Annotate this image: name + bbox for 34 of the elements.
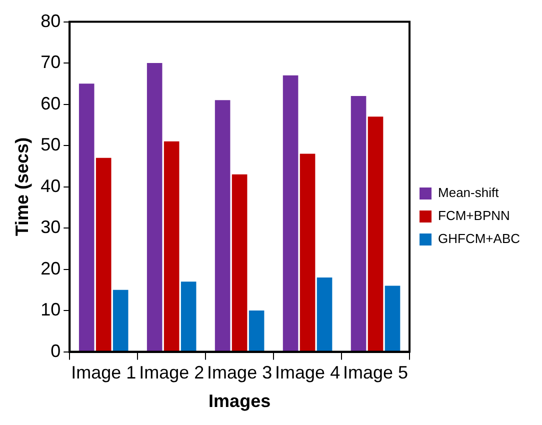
legend-label: Mean-shift xyxy=(438,185,500,200)
x-tick-label: Image 3 xyxy=(207,362,272,383)
bar xyxy=(350,96,366,352)
x-tick-label: Image 4 xyxy=(275,362,340,383)
bar xyxy=(164,141,180,352)
bar xyxy=(96,158,112,352)
bar xyxy=(316,278,332,352)
y-tick-label: 80 xyxy=(40,10,61,31)
x-axis-title: Images xyxy=(208,391,271,412)
x-tick-label: Image 5 xyxy=(343,362,408,383)
bar xyxy=(146,63,162,352)
y-tick-label: 10 xyxy=(40,300,61,320)
bar xyxy=(384,286,400,352)
bar xyxy=(282,75,298,352)
legend-label: FCM+BPNN xyxy=(438,208,510,224)
bar xyxy=(300,154,316,352)
y-tick-label: 40 xyxy=(40,176,61,196)
y-tick-label: 30 xyxy=(40,217,61,238)
bar xyxy=(248,310,264,352)
bar xyxy=(368,116,384,352)
bar xyxy=(180,282,196,352)
x-tick-label: Image 1 xyxy=(71,362,136,383)
legend-label: GHFCM+ABC xyxy=(438,231,520,246)
bar xyxy=(214,100,230,352)
y-axis-title: Time (secs) xyxy=(12,137,32,236)
y-tick-label: 70 xyxy=(40,52,61,72)
bar xyxy=(232,174,248,352)
y-tick-label: 20 xyxy=(40,258,61,278)
bar xyxy=(78,84,94,352)
y-tick-label: 0 xyxy=(50,340,61,361)
y-tick-label: 50 xyxy=(40,134,61,155)
x-tick-label: Image 2 xyxy=(139,362,204,383)
y-tick-label: 60 xyxy=(40,93,61,114)
bar xyxy=(112,290,128,352)
